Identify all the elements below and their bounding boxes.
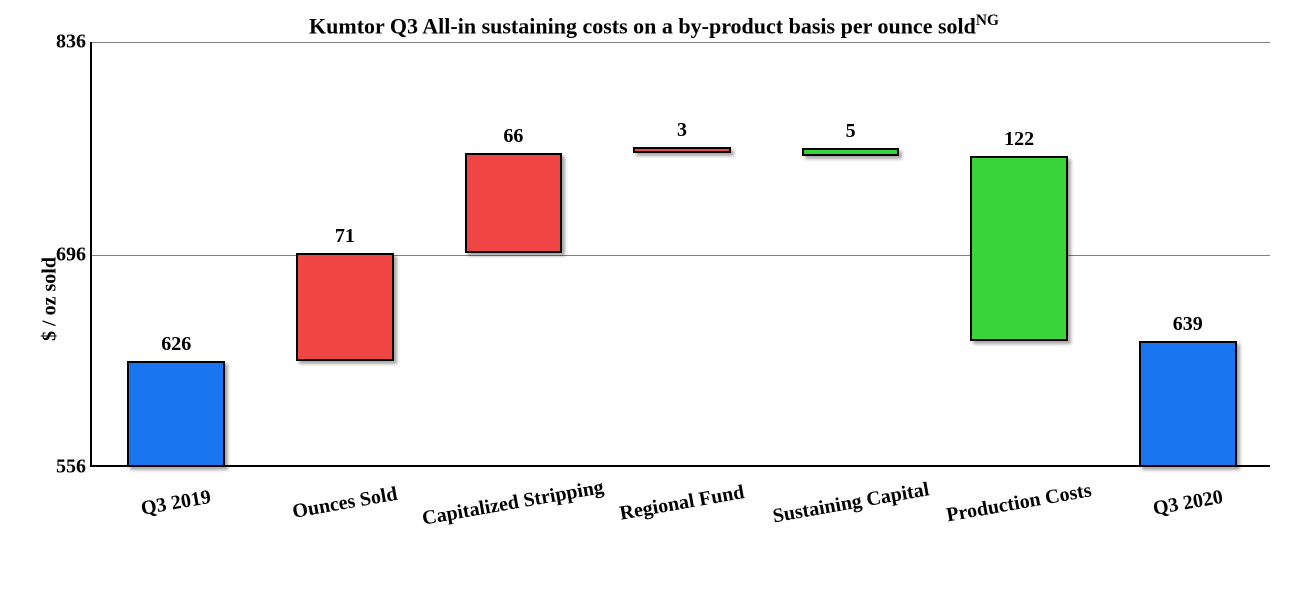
y-axis-title: $ / oz sold <box>38 257 61 341</box>
bar-value-label: 639 <box>1173 313 1203 336</box>
chart-title-superscript: NG <box>976 12 999 29</box>
y-tick-label: 696 <box>56 243 86 266</box>
x-axis-label: Sustaining Capital <box>771 478 931 528</box>
bar-total <box>127 361 225 467</box>
x-axis-label: Ounces Sold <box>291 483 400 524</box>
bar-increase <box>296 253 394 361</box>
bar-value-label: 5 <box>846 120 856 143</box>
bar-value-label: 626 <box>161 333 191 356</box>
gridline <box>92 255 1270 256</box>
bar-decrease <box>970 156 1068 341</box>
plot-area: 556696836626716635122639 <box>90 42 1270 467</box>
x-axis-label: Regional Fund <box>618 481 746 526</box>
bar-increase <box>465 153 563 253</box>
bar-decrease <box>802 148 900 156</box>
bar-value-label: 71 <box>335 225 355 248</box>
chart-title-text: Kumtor Q3 All-in sustaining costs on a b… <box>309 13 976 38</box>
bar-increase <box>633 147 731 153</box>
x-axis-label: Capitalized Stripping <box>421 476 606 531</box>
bar-value-label: 66 <box>503 125 523 148</box>
bar-value-label: 3 <box>677 119 687 142</box>
bar-total <box>1139 341 1237 467</box>
x-axis-labels: Q3 2019 Ounces Sold Capitalized Stripping R… <box>90 474 1270 584</box>
waterfall-chart: Kumtor Q3 All-in sustaining costs on a b… <box>0 0 1308 598</box>
bar-value-label: 122 <box>1004 128 1034 151</box>
gridline <box>92 42 1270 43</box>
y-tick-label: 556 <box>56 456 86 479</box>
x-axis-label: Q3 2019 <box>140 486 213 521</box>
x-axis-label: Production Costs <box>945 479 1094 527</box>
y-tick-label: 836 <box>56 31 86 54</box>
chart-title: Kumtor Q3 All-in sustaining costs on a b… <box>0 12 1308 39</box>
x-axis-label: Q3 2020 <box>1151 486 1224 521</box>
